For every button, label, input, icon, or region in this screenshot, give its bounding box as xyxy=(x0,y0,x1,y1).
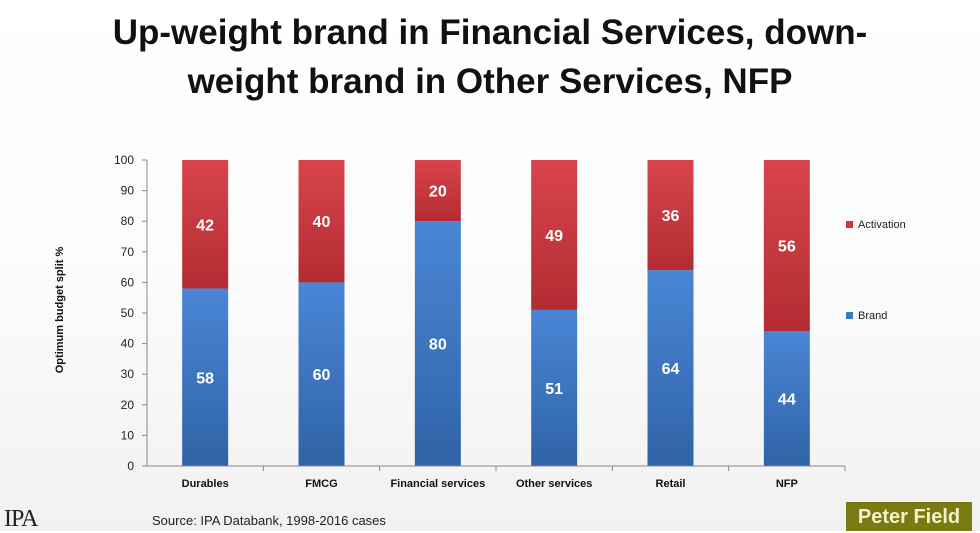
x-tick-label: Other services xyxy=(516,478,592,490)
data-label-activation: 40 xyxy=(313,214,331,231)
legend-label-activation: Activation xyxy=(858,219,906,231)
bar-brand-5 xyxy=(647,270,694,466)
x-tick-label: Durables xyxy=(182,478,229,490)
y-tick-label: 70 xyxy=(121,245,135,259)
ipa-logo: IPA xyxy=(4,506,38,532)
data-label-brand: 58 xyxy=(196,370,214,387)
y-axis: 0 10 20 30 40 50 60 70 80 90 100 xyxy=(114,153,148,473)
bar-activation-1 xyxy=(182,160,229,289)
x-tick-label: Retail xyxy=(656,478,686,490)
data-label-activation: 49 xyxy=(545,228,563,245)
x-tick-label: FMCG xyxy=(305,478,337,490)
bar-brand-4 xyxy=(531,309,578,466)
y-tick-label: 100 xyxy=(114,153,134,167)
data-label-activation: 56 xyxy=(778,239,796,256)
source-note: Source: IPA Databank, 1998-2016 cases xyxy=(152,513,386,528)
bar-brand-2 xyxy=(298,282,345,466)
stacked-bar-chart: 0 10 20 30 40 50 60 70 80 90 100 58 42 60 40 80 20 51 49 6… xyxy=(54,153,906,490)
y-tick-label: 60 xyxy=(121,275,135,289)
data-label-activation: 20 xyxy=(429,184,447,201)
bar-brand-6 xyxy=(763,331,810,466)
x-tick-label: Financial services xyxy=(390,478,485,490)
bar-brand-3 xyxy=(414,221,461,466)
data-label-brand: 44 xyxy=(778,392,796,409)
y-tick-label: 30 xyxy=(121,367,135,381)
title-line-1: Up-weight brand in Financial Services, d… xyxy=(112,13,868,52)
title-line-2: weight brand in Other Services, NFP xyxy=(187,62,793,101)
bar-activation-4 xyxy=(531,160,578,310)
data-label-brand: 64 xyxy=(662,361,680,378)
legend-swatch-activation xyxy=(846,221,853,228)
y-tick-label: 80 xyxy=(121,214,135,228)
y-tick-label: 20 xyxy=(121,398,135,412)
data-label-activation: 36 xyxy=(662,208,680,225)
y-tick-label: 40 xyxy=(121,337,135,351)
x-tick-label: NFP xyxy=(776,478,798,490)
chart-title: Up-weight brand in Financial Services, d… xyxy=(0,8,980,106)
y-tick-label: 10 xyxy=(121,428,135,442)
bar-activation-5 xyxy=(647,160,694,271)
data-label-brand: 80 xyxy=(429,337,447,354)
y-tick-label: 50 xyxy=(121,306,135,320)
data-label-brand: 51 xyxy=(545,381,563,398)
x-axis: Durables FMCG Financial services Other serv… xyxy=(147,465,846,490)
data-label-activation: 42 xyxy=(196,217,214,234)
bar-activation-2 xyxy=(298,160,345,283)
bars: 58 42 60 40 80 20 51 49 64 36 44 56 xyxy=(182,160,810,466)
bar-activation-3 xyxy=(414,160,461,222)
legend-swatch-brand xyxy=(846,312,853,319)
data-label-brand: 60 xyxy=(313,367,331,384)
y-tick-label: 0 xyxy=(127,459,134,473)
presenter-badge: Peter Field xyxy=(846,502,972,531)
y-tick-label: 90 xyxy=(121,184,135,198)
legend: Activation Brand xyxy=(846,219,906,322)
bar-activation-6 xyxy=(763,160,810,332)
y-axis-label: Optimum budget split % xyxy=(54,247,66,374)
bar-brand-1 xyxy=(182,288,229,466)
legend-label-brand: Brand xyxy=(858,310,887,322)
